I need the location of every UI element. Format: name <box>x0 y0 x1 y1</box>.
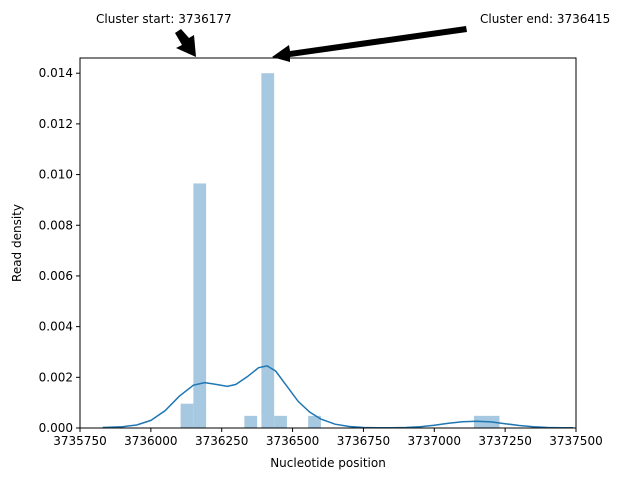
annotation-cluster-end: Cluster end: 3736415 <box>480 12 610 26</box>
y-tick-label: 0.000 <box>39 421 73 435</box>
x-tick-label: 3736250 <box>195 434 248 448</box>
x-tick-label: 3737000 <box>408 434 461 448</box>
y-tick-label: 0.012 <box>39 117 73 131</box>
histogram-bar-3 <box>261 73 275 429</box>
x-tick-label: 3736000 <box>124 434 177 448</box>
x-axis-title: Nucleotide position <box>270 456 386 470</box>
histogram-bar-2 <box>244 415 258 428</box>
annotation-arrow-start <box>175 29 196 57</box>
x-tick-label: 3737250 <box>478 434 531 448</box>
histogram-bar-4 <box>274 415 287 428</box>
x-tick-label: 3736500 <box>266 434 319 448</box>
y-axis-title: Read density <box>10 204 24 282</box>
y-tick-label: 0.014 <box>39 66 73 80</box>
y-tick-label: 0.008 <box>39 218 73 232</box>
y-axis: 0.000 0.002 0.004 0.006 0.008 0.010 0.012 0.014 <box>39 66 80 435</box>
annotation-arrow-end <box>272 26 467 62</box>
x-tick-label: 3735750 <box>53 434 106 448</box>
x-tick-label: 3736750 <box>337 434 390 448</box>
y-tick-label: 0.010 <box>39 168 73 182</box>
y-tick-label: 0.006 <box>39 269 73 283</box>
kde-line <box>102 365 574 429</box>
histogram-bar-0 <box>180 403 194 428</box>
y-tick-label: 0.002 <box>39 370 73 384</box>
x-axis: 3735750 3736000 3736250 3736500 3736750 37370… <box>53 428 603 448</box>
histogram-bar-1 <box>193 183 207 428</box>
histogram-bar-5 <box>308 415 321 428</box>
histogram-bars <box>180 73 500 429</box>
x-tick-label: 3737500 <box>549 434 602 448</box>
annotation-cluster-start: Cluster start: 3736177 <box>96 12 232 26</box>
y-tick-label: 0.004 <box>39 320 73 334</box>
plot-frame <box>79 57 577 429</box>
